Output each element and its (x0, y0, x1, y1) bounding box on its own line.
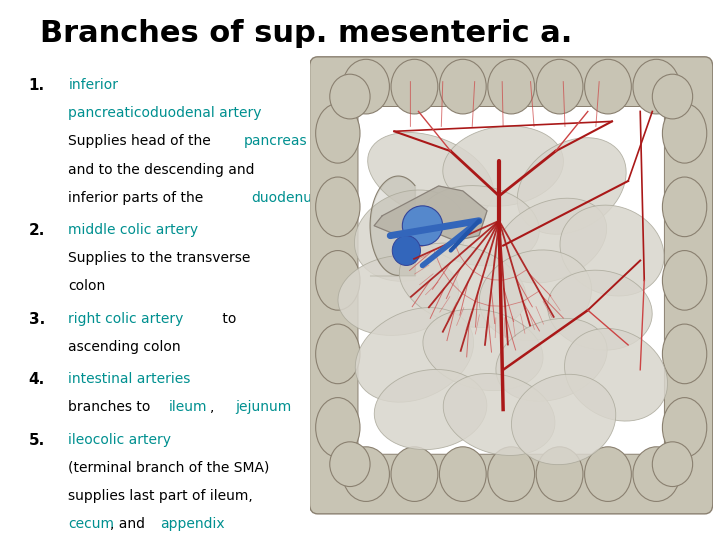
Text: Supplies head of the: Supplies head of the (68, 134, 215, 149)
Text: 3.: 3. (29, 312, 45, 327)
Ellipse shape (488, 59, 534, 114)
Text: (terminal branch of the SMA): (terminal branch of the SMA) (68, 461, 270, 475)
Text: Supplies to the transverse: Supplies to the transverse (68, 251, 251, 265)
Text: and to the descending and: and to the descending and (68, 163, 255, 177)
Text: ileocolic artery: ileocolic artery (68, 433, 171, 447)
Ellipse shape (652, 442, 693, 487)
Text: 4.: 4. (29, 372, 45, 387)
Ellipse shape (443, 126, 564, 206)
Ellipse shape (391, 59, 438, 114)
Ellipse shape (564, 328, 667, 421)
Ellipse shape (511, 374, 616, 464)
Ellipse shape (662, 397, 707, 457)
Ellipse shape (368, 132, 493, 220)
Text: supplies last part of ileum,: supplies last part of ileum, (68, 489, 253, 503)
FancyBboxPatch shape (310, 57, 713, 514)
Text: to: to (218, 312, 237, 326)
Ellipse shape (315, 251, 360, 310)
Ellipse shape (488, 447, 534, 502)
Ellipse shape (423, 309, 543, 390)
Text: inferior: inferior (68, 78, 118, 92)
Text: pancreas: pancreas (243, 134, 307, 149)
Polygon shape (374, 186, 487, 241)
Ellipse shape (439, 447, 486, 502)
Ellipse shape (400, 243, 526, 328)
Ellipse shape (662, 177, 707, 237)
Ellipse shape (444, 374, 555, 455)
FancyBboxPatch shape (358, 106, 665, 454)
Text: intestinal arteries: intestinal arteries (68, 372, 191, 386)
Ellipse shape (496, 319, 607, 401)
Ellipse shape (548, 270, 652, 350)
Ellipse shape (517, 138, 626, 234)
Text: 5.: 5. (29, 433, 45, 448)
Ellipse shape (633, 59, 680, 114)
Text: Branches of sup. mesenteric a.: Branches of sup. mesenteric a. (40, 19, 572, 48)
Text: appendix: appendix (160, 517, 225, 531)
Text: colon: colon (68, 279, 106, 293)
Ellipse shape (330, 74, 370, 119)
Ellipse shape (585, 447, 631, 502)
Ellipse shape (343, 447, 390, 502)
Ellipse shape (315, 324, 360, 384)
Text: cecum: cecum (68, 517, 114, 531)
Ellipse shape (662, 104, 707, 163)
Ellipse shape (560, 205, 664, 296)
Text: branches to: branches to (68, 400, 155, 414)
Text: middle colic artery: middle colic artery (68, 223, 199, 237)
Ellipse shape (343, 59, 390, 114)
Text: ileum: ileum (168, 400, 207, 414)
Ellipse shape (633, 447, 680, 502)
Ellipse shape (536, 447, 583, 502)
Ellipse shape (355, 308, 474, 402)
Ellipse shape (315, 397, 360, 457)
Ellipse shape (585, 59, 631, 114)
Ellipse shape (374, 369, 487, 450)
Ellipse shape (652, 74, 693, 119)
Ellipse shape (480, 250, 592, 341)
Ellipse shape (418, 186, 539, 266)
Text: 2.: 2. (29, 223, 45, 238)
Text: right colic artery: right colic artery (68, 312, 184, 326)
Text: jejunum: jejunum (235, 400, 292, 414)
Ellipse shape (338, 255, 459, 335)
Text: ascending colon: ascending colon (68, 340, 181, 354)
Ellipse shape (315, 104, 360, 163)
Text: pancreaticoduodenal artery: pancreaticoduodenal artery (68, 106, 262, 120)
Ellipse shape (662, 324, 707, 384)
Ellipse shape (392, 235, 420, 266)
Ellipse shape (315, 177, 360, 237)
Ellipse shape (354, 190, 467, 281)
Ellipse shape (402, 206, 443, 246)
Ellipse shape (439, 59, 486, 114)
Text: inferior parts of the: inferior parts of the (68, 191, 208, 205)
Text: ,: , (210, 400, 223, 414)
Text: 1.: 1. (29, 78, 45, 93)
Ellipse shape (662, 251, 707, 310)
Text: , and: , and (110, 517, 150, 531)
Text: duodenum: duodenum (252, 191, 326, 205)
Ellipse shape (391, 447, 438, 502)
Ellipse shape (496, 198, 607, 283)
Ellipse shape (536, 59, 583, 114)
Ellipse shape (330, 442, 370, 487)
